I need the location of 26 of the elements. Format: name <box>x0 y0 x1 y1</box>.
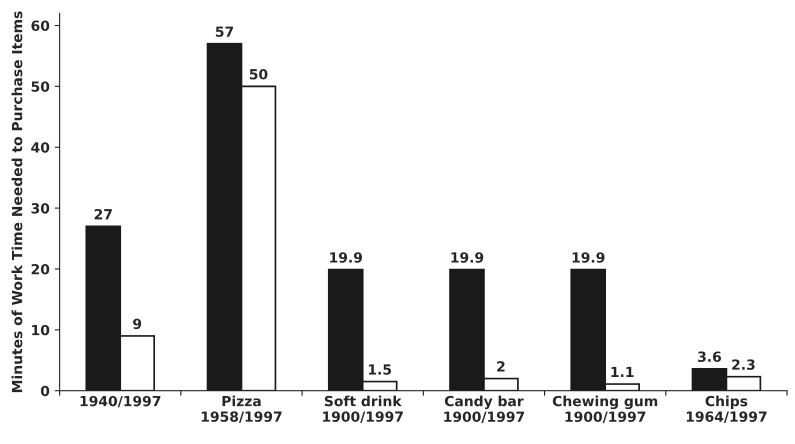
y-tick-label: 0 <box>40 386 50 396</box>
y-axis-title: Minutes of Work Time Needed to Purchase Items <box>12 11 22 392</box>
y-tick-label: 60 <box>31 20 50 31</box>
x-tick-label: Candy bar 1900/1997 <box>444 396 524 424</box>
data-label: 1.1 <box>611 366 634 377</box>
x-tick-label: Pizza 1958/1997 <box>202 396 282 423</box>
data-label: 1.5 <box>368 364 392 375</box>
data-label: 2 <box>497 361 505 372</box>
data-label: 50 <box>250 69 268 80</box>
x-tick-label: Soft drink 1900/1997 <box>323 396 403 423</box>
data-label: 19.9 <box>330 252 362 263</box>
y-tick-label: 40 <box>31 142 50 153</box>
x-tick-label: Chips 1964/1997 <box>686 396 767 423</box>
x-tick-label: Chewing gum 1900/1997 <box>552 396 658 424</box>
data-label: 19.9 <box>451 252 484 263</box>
data-label: 27 <box>94 209 112 220</box>
data-label: 57 <box>216 26 234 37</box>
x-tick-label: 1940/1997 <box>80 396 160 408</box>
data-label: 19.9 <box>572 252 604 263</box>
y-tick-label: 20 <box>32 264 50 274</box>
y-tick-label: 30 <box>32 203 50 214</box>
y-tick-label: 10 <box>32 324 50 336</box>
data-label: 3.6 <box>698 351 722 362</box>
y-tick-label: 50 <box>32 81 50 92</box>
data-label: 9 <box>133 318 142 330</box>
data-label: 2.3 <box>732 359 755 370</box>
